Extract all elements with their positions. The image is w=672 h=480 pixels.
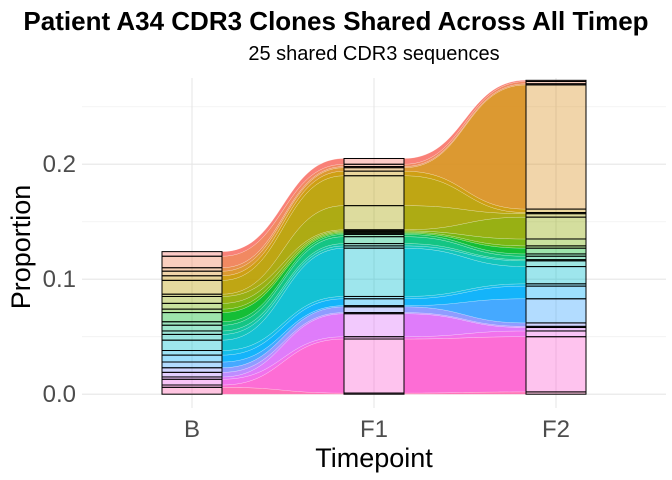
- x-tick-label: B: [184, 416, 200, 443]
- stratum-rect: [343, 170, 405, 177]
- x-axis-label: Timepoint: [315, 443, 433, 473]
- x-tick-label: F1: [360, 416, 388, 443]
- stratum-rect: [161, 321, 223, 326]
- stratum-rect: [161, 267, 223, 272]
- y-tick-label: 0.0: [43, 381, 76, 408]
- y-tick-label: 0.2: [43, 151, 76, 178]
- stratum-rect: [161, 333, 223, 341]
- stratum-rect: [161, 386, 223, 395]
- stratum-rect: [525, 260, 587, 268]
- stratum-rect: [161, 270, 223, 277]
- alluvial-flows: [221, 80, 527, 395]
- stratum-rect: [343, 205, 405, 231]
- stratum-rect: [343, 167, 405, 172]
- stratum-rect: [343, 157, 405, 165]
- stratum-rect: [525, 84, 587, 210]
- axis-ticks: 0.0 0.1 0.2 B F1 F2: [43, 151, 570, 443]
- stratum-rect: [161, 339, 223, 352]
- stratum-rect: [161, 251, 223, 257]
- stratum-rect: [525, 208, 587, 214]
- chart-subtitle: 25 shared CDR3 sequences: [248, 43, 499, 65]
- stratum-rect: [525, 79, 587, 82]
- stratum-rect: [525, 213, 587, 218]
- stratum-rect: [525, 247, 587, 255]
- stacked-strata: [161, 79, 587, 395]
- stratum-rect: [161, 378, 223, 386]
- flow-band: [403, 336, 527, 394]
- stratum-rect: [161, 367, 223, 373]
- chart-title: Patient A34 CDR3 Clones Shared Across Al…: [23, 6, 648, 36]
- stratum-rect: [525, 298, 587, 324]
- y-axis-label: Proportion: [6, 185, 36, 310]
- stratum-rect: [161, 308, 223, 314]
- stratum-rect: [525, 336, 587, 393]
- y-tick-label: 0.1: [43, 266, 76, 293]
- stratum-rect: [161, 350, 223, 356]
- stratum-rect: [343, 236, 405, 245]
- stratum-rect: [161, 312, 223, 323]
- stratum-rect: [525, 330, 587, 338]
- stratum-rect: [161, 302, 223, 310]
- stratum-rect: [343, 298, 405, 307]
- stratum-rect: [525, 216, 587, 240]
- stratum-rect: [161, 354, 223, 363]
- stratum-rect: [161, 330, 223, 335]
- stratum-rect: [525, 327, 587, 332]
- stratum-rect: [161, 279, 223, 295]
- stratum-rect: [343, 313, 405, 338]
- stratum-rect: [525, 285, 587, 300]
- stratum-rect: [161, 324, 223, 332]
- stratum-rect: [525, 255, 587, 261]
- stratum-rect: [161, 255, 223, 269]
- stratum-rect: [343, 175, 405, 207]
- stratum-rect: [525, 322, 587, 327]
- stratum-rect: [525, 238, 587, 247]
- stratum-rect: [161, 371, 223, 378]
- x-tick-label: F2: [542, 416, 570, 443]
- stratum-rect: [343, 338, 405, 394]
- stratum-rect: [161, 361, 223, 369]
- stratum-rect: [525, 266, 587, 285]
- stratum-rect: [161, 275, 223, 281]
- stratum-rect: [161, 295, 223, 304]
- stratum-rect: [343, 306, 405, 314]
- stratum-rect: [343, 247, 405, 297]
